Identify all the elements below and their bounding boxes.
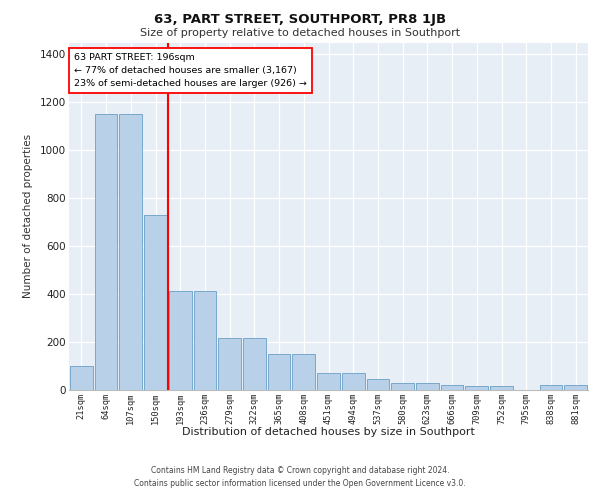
Text: Size of property relative to detached houses in Southport: Size of property relative to detached ho… <box>140 28 460 38</box>
Bar <box>539 385 562 390</box>
Text: Contains HM Land Registry data © Crown copyright and database right 2024.
Contai: Contains HM Land Registry data © Crown c… <box>134 466 466 487</box>
Bar <box>169 290 191 390</box>
Bar <box>317 373 340 390</box>
Bar <box>342 373 365 390</box>
Y-axis label: Number of detached properties: Number of detached properties <box>23 134 33 298</box>
Bar <box>70 366 93 390</box>
Bar <box>490 386 513 390</box>
Bar <box>466 386 488 390</box>
Bar <box>218 338 241 390</box>
Bar <box>564 385 587 390</box>
Bar <box>367 379 389 390</box>
Bar <box>416 383 439 390</box>
Bar <box>292 354 315 390</box>
Bar <box>243 338 266 390</box>
Bar <box>144 215 167 390</box>
Text: 63 PART STREET: 196sqm
← 77% of detached houses are smaller (3,167)
23% of semi-: 63 PART STREET: 196sqm ← 77% of detached… <box>74 53 307 88</box>
X-axis label: Distribution of detached houses by size in Southport: Distribution of detached houses by size … <box>182 427 475 437</box>
Bar <box>268 354 290 390</box>
Bar <box>119 114 142 390</box>
Text: 63, PART STREET, SOUTHPORT, PR8 1JB: 63, PART STREET, SOUTHPORT, PR8 1JB <box>154 12 446 26</box>
Bar <box>95 114 118 390</box>
Bar <box>441 385 463 390</box>
Bar <box>391 383 414 390</box>
Bar <box>194 290 216 390</box>
